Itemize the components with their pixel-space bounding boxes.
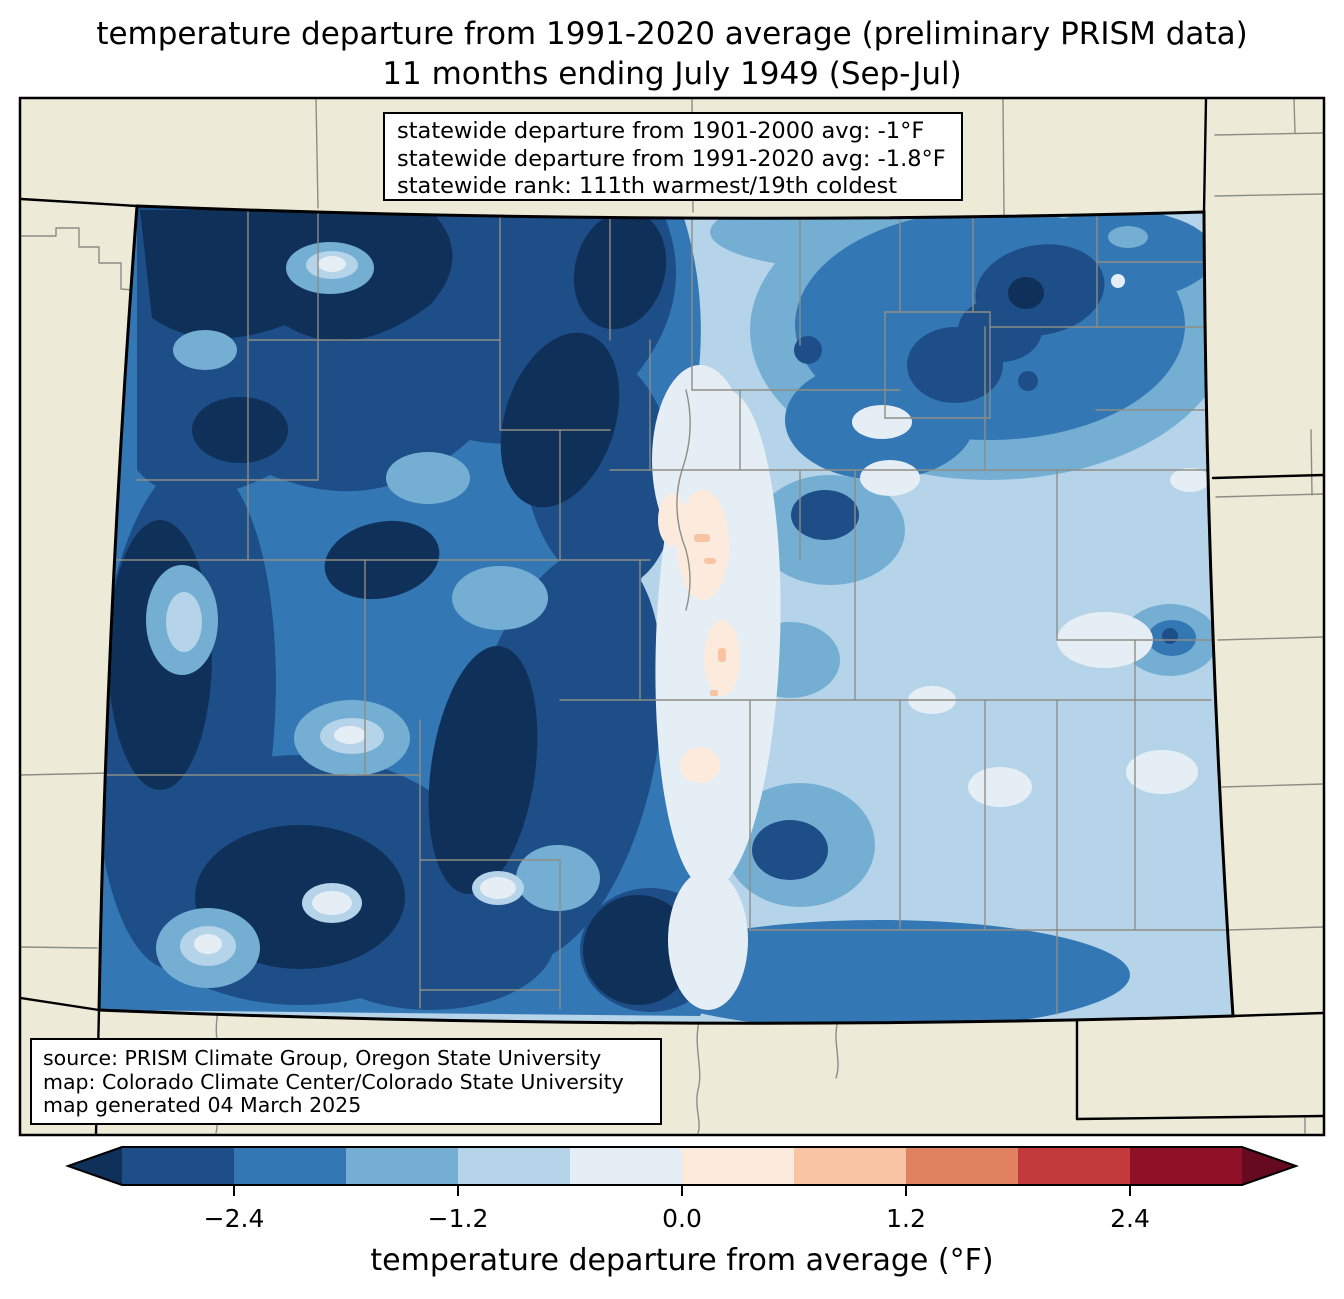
colorbar-tick-label: 2.4	[1110, 1204, 1150, 1233]
colorbar-axis-label: temperature departure from average (°F)	[370, 1243, 994, 1278]
colorbar-bin	[794, 1147, 906, 1185]
stats-line-rank: statewide rank: 111th warmest/19th colde…	[397, 173, 898, 199]
colorbar-tick-label: 0.0	[662, 1204, 702, 1233]
colorbar-bin	[122, 1147, 234, 1185]
page-title-line1: temperature departure from 1991-2020 ave…	[96, 16, 1248, 52]
colorado-state-border	[97, 204, 1235, 1025]
map-credit-line: map: Colorado Climate Center/Colorado St…	[43, 1069, 624, 1094]
colorbar-tick-label: −1.2	[427, 1204, 489, 1233]
colorbar-bin	[458, 1147, 570, 1185]
colorbar-tick-label: 1.2	[886, 1204, 926, 1233]
colorbar-bin	[682, 1147, 794, 1185]
colorbar-outline	[64, 1146, 1300, 1186]
colorbar-over-arrow	[1242, 1147, 1296, 1185]
colorbar-bin	[906, 1147, 1018, 1185]
county-boundaries	[99, 207, 1229, 1015]
source-line: source: PRISM Climate Group, Oregon Stat…	[43, 1046, 602, 1070]
stats-line-1901-2000: statewide departure from 1901-2000 avg: …	[397, 118, 925, 144]
page-title-line2: 11 months ending July 1949 (Sep-Jul)	[382, 56, 962, 92]
stats-box: statewide departure from 1901-2000 avg: …	[383, 112, 963, 201]
map-frame	[18, 96, 1326, 1137]
temperature-contours	[99, 206, 1233, 1024]
colorbar-under-arrow	[68, 1147, 122, 1185]
source-box: source: PRISM Climate Group, Oregon Stat…	[30, 1038, 662, 1125]
colorbar-bin	[570, 1147, 682, 1185]
colorbar-bin	[346, 1147, 458, 1185]
colorbar-bin	[1130, 1147, 1242, 1185]
stats-line-1991-2020: statewide departure from 1991-2020 avg: …	[397, 145, 946, 172]
generated-date-line: map generated 04 March 2025	[43, 1093, 362, 1117]
colorbar-tick-label: −2.4	[203, 1204, 265, 1233]
colorbar-bin	[234, 1147, 346, 1185]
colorbar-ticks	[233, 1185, 1131, 1196]
colorbar-bin	[1018, 1147, 1130, 1185]
colorbar	[64, 1146, 1300, 1196]
